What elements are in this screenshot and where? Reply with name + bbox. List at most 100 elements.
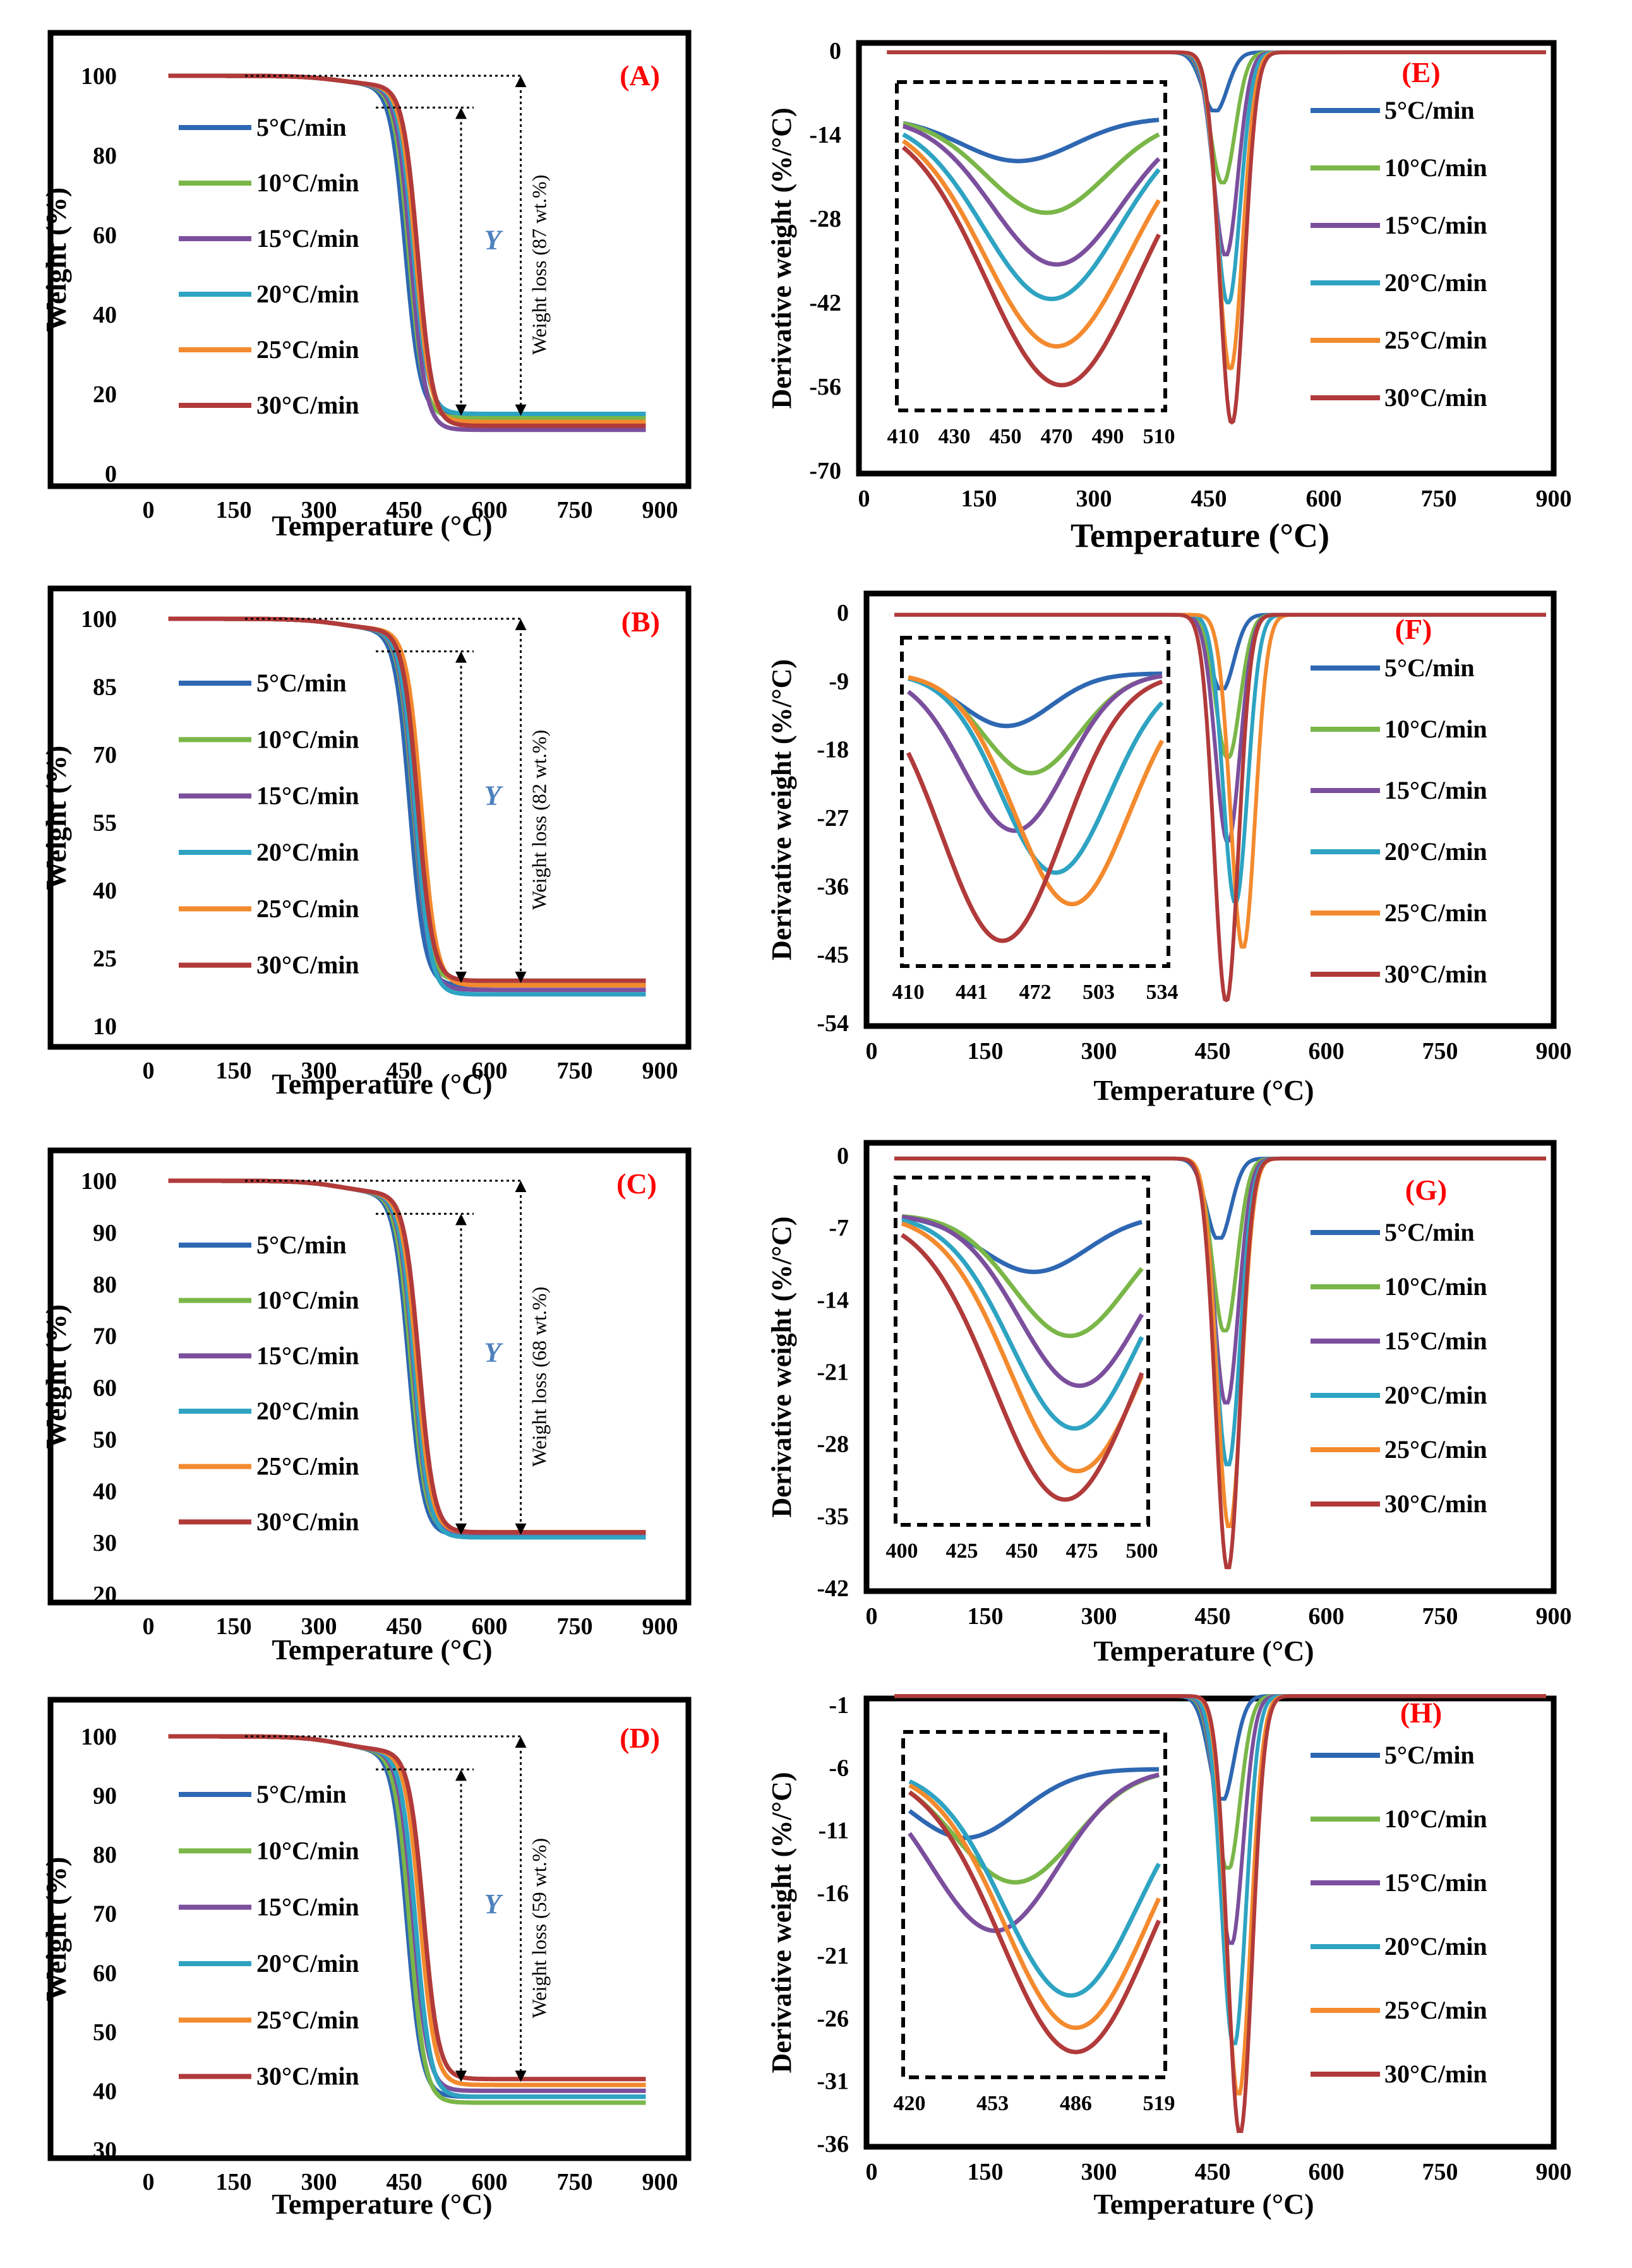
x-tick-label: 450 <box>387 497 423 523</box>
legend-label: 20°C/min <box>256 280 359 308</box>
legend-label: 20°C/min <box>1384 1932 1487 1961</box>
x-tick-label: 150 <box>216 497 252 523</box>
x-tick-label: 0 <box>866 2159 878 2185</box>
arrow-head <box>515 1181 527 1192</box>
y-tick-label: 80 <box>93 1842 117 1868</box>
y-tick-label: 70 <box>93 1323 117 1350</box>
y-tick-label: 0 <box>837 600 849 626</box>
arrow-head <box>455 404 467 416</box>
inset-x-tick-label: 450 <box>1006 1539 1038 1563</box>
x-tick-label: 300 <box>301 497 337 523</box>
plot-frame <box>863 1140 1557 1594</box>
x-tick-label: 300 <box>1081 1603 1117 1630</box>
x-axis-title: Temperature (°C) <box>1071 516 1329 554</box>
legend-label: 30°C/min <box>1384 383 1487 412</box>
arrow-head <box>455 651 467 663</box>
series-line <box>894 612 1546 1003</box>
tga-panel-D: 30 40 50 60 70 80 90 100 0 150 300 450 600 750 900 Temp… <box>40 1697 692 2220</box>
y-tick-label: -18 <box>817 737 849 763</box>
y-tick-label: -36 <box>817 873 849 900</box>
weight-loss-label: Weight loss (68 wt.%) <box>528 1287 551 1467</box>
legend-label: 20°C/min <box>256 1397 359 1425</box>
arrow-head <box>455 971 467 983</box>
x-tick-label: 600 <box>472 497 508 523</box>
x-tick-label: 750 <box>557 1613 593 1640</box>
panel-label: (B) <box>621 606 660 638</box>
arrow-head <box>455 107 467 119</box>
legend-label: 5°C/min <box>256 669 347 697</box>
x-tick-label: 600 <box>1309 1603 1345 1630</box>
x-tick-label: 300 <box>301 1058 337 1084</box>
y-tick-label: -27 <box>817 805 849 832</box>
legend-label: 10°C/min <box>256 169 359 197</box>
y-tick-label: 20 <box>93 1582 117 1608</box>
legend-label: 15°C/min <box>1384 776 1487 804</box>
legend-label: 25°C/min <box>256 335 359 364</box>
y-tick-label: 60 <box>93 222 117 249</box>
y-tick-label: 50 <box>93 2019 117 2046</box>
y-tick-label: -56 <box>809 374 841 400</box>
panel-label: (H) <box>1400 1697 1442 1729</box>
x-tick-label: 450 <box>387 1058 423 1084</box>
legend-label: 25°C/min <box>1384 326 1487 354</box>
x-tick-label: 0 <box>143 2169 155 2195</box>
y-tick-label: -7 <box>829 1215 849 1241</box>
legend-label: 5°C/min <box>256 113 347 141</box>
legend-label: 15°C/min <box>1384 1327 1487 1355</box>
x-tick-label: 600 <box>472 1058 508 1084</box>
legend-label: 20°C/min <box>256 1949 359 1978</box>
x-tick-label: 750 <box>557 1058 593 1084</box>
legend-label: 10°C/min <box>1384 715 1487 743</box>
inset-series-line <box>901 1218 1144 1431</box>
y-tick-label: -35 <box>817 1503 849 1530</box>
panel-label: (F) <box>1395 613 1432 645</box>
y-axis-title: Weight (%) <box>40 1304 72 1449</box>
x-tick-label: 0 <box>866 1603 878 1630</box>
plot-frame <box>863 590 1557 1029</box>
inset-x-tick-label: 500 <box>1126 1539 1158 1563</box>
legend-label: 15°C/min <box>256 1341 359 1370</box>
inset-x-tick-label: 510 <box>1143 425 1175 448</box>
legend-label: 5°C/min <box>1384 654 1475 682</box>
x-tick-label: 900 <box>642 1058 678 1084</box>
y-tick-label: 30 <box>93 1530 117 1556</box>
arrow-head <box>455 1214 467 1226</box>
tga-panel-B: 10 25 40 55 70 85 100 0 150 300 450 600 750 900 Temper… <box>40 585 692 1100</box>
legend-label: 25°C/min <box>1384 1996 1487 2024</box>
x-tick-label: 900 <box>1536 2159 1572 2185</box>
series-line <box>894 1156 1546 1570</box>
inset-series-line <box>906 679 1163 943</box>
y-tick-label: -42 <box>809 290 841 316</box>
inset-x-tick-label: 475 <box>1066 1539 1098 1563</box>
y-marker-label: Y <box>484 225 504 256</box>
legend-label: 30°C/min <box>1384 1489 1487 1518</box>
legend-label: 30°C/min <box>256 2062 359 2091</box>
y-tick-label: -54 <box>817 1010 849 1037</box>
series-line <box>168 616 646 988</box>
y-tick-label: 100 <box>81 63 117 90</box>
y-tick-label: 25 <box>93 946 117 972</box>
x-tick-label: 900 <box>642 497 678 523</box>
arrow-head <box>515 1523 527 1535</box>
inset-x-tick-label: 519 <box>1143 2092 1175 2115</box>
x-tick-label: 450 <box>1195 1603 1231 1630</box>
series-line <box>168 73 646 428</box>
inset-x-tick-label: 472 <box>1019 981 1052 1004</box>
y-tick-label: 90 <box>93 1783 117 1810</box>
arrow-head <box>515 404 527 416</box>
legend-label: 5°C/min <box>256 1780 347 1808</box>
x-tick-label: 450 <box>1195 1038 1231 1065</box>
plot-frame <box>856 40 1557 477</box>
x-tick-label: 600 <box>1306 486 1342 512</box>
legend-label: 30°C/min <box>1384 2060 1487 2088</box>
y-axis-title: Derivative weight (%/°C) <box>766 1772 797 2073</box>
y-tick-label: 70 <box>93 742 117 768</box>
inset-x-tick-label: 503 <box>1083 981 1115 1004</box>
inset-x-tick-label: 430 <box>939 425 971 448</box>
x-tick-label: 900 <box>1536 486 1572 512</box>
y-tick-label: 50 <box>93 1426 117 1453</box>
y-tick-label: -28 <box>817 1431 849 1458</box>
y-tick-label: -45 <box>817 942 849 969</box>
inset-x-tick-label: 470 <box>1041 425 1073 448</box>
